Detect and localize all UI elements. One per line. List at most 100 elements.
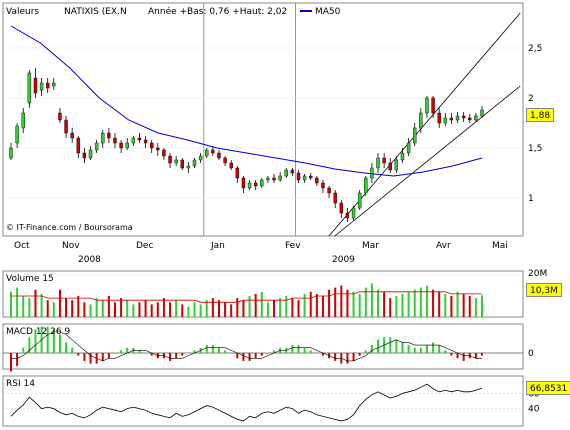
volume-bar [297, 300, 300, 317]
macd-signal-line [11, 331, 482, 362]
macd-bar [58, 334, 61, 353]
macd-bar [364, 350, 367, 353]
candle-body [52, 82, 56, 87]
candle-body [70, 132, 74, 139]
volume-bar [83, 302, 86, 317]
candle-body [94, 142, 99, 151]
candle-body [21, 112, 25, 129]
candle-body [260, 179, 264, 187]
year-label: 2009 [332, 255, 355, 265]
macd-bar [432, 342, 435, 353]
rsi-tick-label: 40 [528, 405, 540, 415]
price-panel: 2,5 2 1,5 1 Valeurs NATIXIS (EX.N Année +Ba… [2, 2, 542, 237]
month-label: Avr [436, 241, 451, 251]
macd-bar [65, 342, 68, 353]
rsi-grid [3, 393, 523, 409]
volume-bar [211, 298, 214, 317]
volume-bar [334, 287, 337, 317]
candle-body [461, 115, 466, 119]
rsi-series [10, 383, 483, 422]
volume-bar [10, 291, 12, 317]
volume-y-ticks: 20M [528, 269, 547, 279]
volume-bar [328, 289, 331, 317]
month-label: Mar [362, 241, 379, 251]
volume-bar [113, 302, 116, 317]
macd-bar [126, 347, 129, 353]
candle-body [76, 137, 80, 154]
candle-body [443, 117, 447, 124]
macd-bar [260, 353, 263, 356]
macd-panel-frame [2, 323, 524, 370]
candle-body [419, 112, 423, 129]
macd-bar [450, 353, 453, 356]
volume-ma-series [11, 291, 482, 303]
candle-body [345, 212, 350, 219]
macd-bar [413, 347, 416, 353]
candle-body [27, 72, 32, 104]
macd-bar [248, 353, 251, 361]
volume-bar [309, 291, 312, 317]
month-label: Dec [136, 241, 153, 251]
volume-bar [248, 296, 251, 317]
macd-bar [71, 347, 74, 353]
volume-bar [419, 287, 422, 317]
macd-y-ticks: 0 [528, 349, 534, 359]
symbol-label[interactable]: NATIXIS (EX.N [64, 7, 127, 17]
volume-bar [71, 300, 74, 317]
price-grid [3, 3, 523, 236]
macd-bar [401, 342, 404, 353]
macd-bar [101, 353, 104, 361]
price-last-value: 1,88 [526, 108, 555, 122]
candle-body [468, 117, 472, 121]
candle-body [455, 115, 460, 121]
candle-body [180, 159, 184, 169]
volume-bar [407, 291, 410, 317]
header-valeurs-label[interactable]: Valeurs [6, 7, 39, 17]
candle-body [388, 162, 392, 171]
macd-bar [303, 347, 306, 353]
volume-bar [279, 298, 282, 317]
macd-bar [107, 353, 110, 359]
candle-body [46, 82, 50, 89]
candle-body [223, 157, 227, 164]
macd-bar [52, 329, 55, 353]
macd-bar [83, 353, 86, 361]
volume-bar [28, 298, 31, 317]
volume-bar [401, 293, 404, 317]
candle-body [149, 142, 154, 149]
candle-body [357, 192, 362, 209]
volume-bar [34, 289, 37, 317]
ma50-series [10, 25, 483, 177]
candle-body [156, 147, 160, 151]
candle-body [302, 175, 307, 181]
price-y-ticks: 2,5 2 1,5 1 [528, 44, 542, 204]
candle-body [211, 149, 215, 154]
macd-bar [377, 339, 380, 353]
candle-body [143, 139, 148, 144]
candle-body [235, 167, 240, 179]
x-axis: Oct Nov Dec Jan Fev Mar Avr Mai 2008 2009 [14, 241, 508, 265]
macd-bar [169, 353, 172, 361]
volume-bar [462, 293, 465, 317]
macd-bar [407, 345, 410, 353]
candle-body [284, 169, 288, 177]
macd-bar [46, 326, 49, 353]
macd-bar [438, 345, 441, 353]
volume-bar [169, 302, 172, 317]
macd-bar [34, 329, 37, 353]
volume-bar [303, 293, 306, 317]
candle-body [162, 149, 166, 157]
macd-bar [77, 353, 80, 356]
volume-bar [162, 298, 165, 317]
volume-bar [126, 300, 129, 317]
volume-bar [266, 302, 269, 317]
volume-bar [132, 304, 135, 317]
candle-body [400, 152, 405, 161]
candle-body [137, 137, 142, 141]
macd-bar [389, 337, 392, 353]
volume-bar [340, 285, 343, 317]
candle-body [296, 172, 301, 181]
macd-bar [309, 350, 312, 353]
macd-bar [481, 353, 483, 356]
macd-bar [16, 353, 19, 367]
